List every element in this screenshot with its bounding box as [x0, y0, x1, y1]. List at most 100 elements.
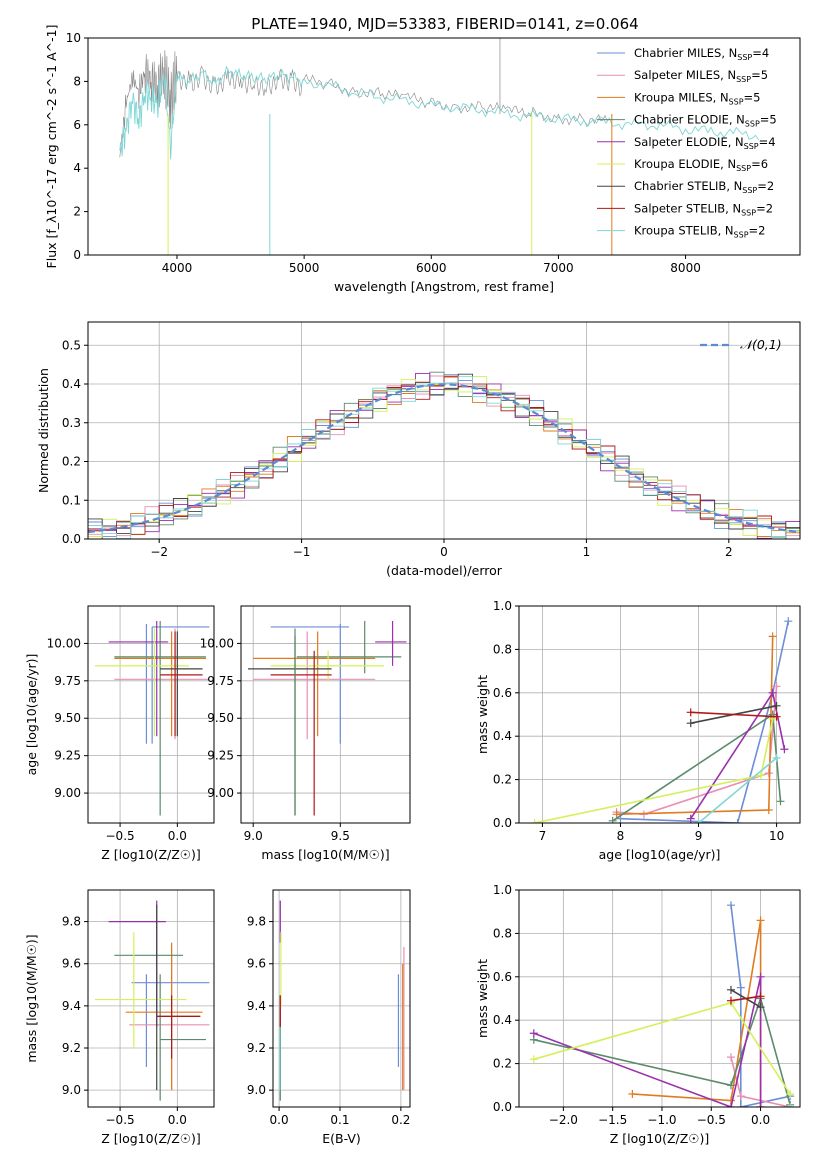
point-marker: [772, 682, 781, 691]
point-marker: [786, 1103, 795, 1107]
y-tick-label: 0.5: [62, 338, 81, 352]
x-axis-label: Z [log10(Z/Z☉)]: [101, 847, 201, 862]
y-tick-label: 9.50: [207, 711, 234, 725]
axes-frame: [240, 605, 411, 824]
y-tick-label: 0.1: [62, 493, 81, 507]
x-axis-label: mass [log10(M/M☉)]: [261, 847, 389, 862]
y-tick-label: 9.25: [207, 749, 234, 763]
y-tick-label: 9.25: [54, 749, 81, 763]
point-marker: [726, 996, 735, 1005]
y-axis-label: Normed distribution: [36, 368, 51, 493]
y-tick-label: 9.4: [247, 999, 266, 1013]
x-tick-label: −0.5: [106, 829, 135, 843]
y-tick-label: 10.00: [200, 636, 234, 650]
point-marker: [756, 916, 765, 925]
x-axis-label: age [log10(age/yr)]: [599, 847, 721, 862]
y-tick-label: 2: [73, 205, 81, 219]
plot-area: [529, 901, 795, 1107]
y-tick-label: 0.4: [493, 729, 512, 743]
axes-frame: [87, 889, 215, 1108]
y-tick-label: 9.75: [207, 674, 234, 688]
x-tick-label: −1.0: [647, 1113, 676, 1127]
legend-label: Chabrier MILES, NSSP=4: [634, 46, 769, 62]
y-axis-label: age [log10(age/yr)]: [24, 654, 39, 776]
legend-label: Kroupa ELODIE, NSSP=6: [634, 157, 768, 173]
point-marker: [772, 712, 781, 721]
axes-frame: [87, 37, 801, 256]
series-Kroupa-MILES: [616, 636, 774, 816]
point-marker: [530, 819, 539, 823]
plot-area: [247, 620, 407, 816]
y-axis-label: mass weight: [475, 675, 490, 754]
x-tick-label: 2: [725, 545, 733, 559]
plot-area: [530, 617, 793, 823]
series-Salpeter-ELODIE: [533, 976, 762, 1107]
x-tick-label: 9.5: [331, 829, 350, 843]
point-marker: [686, 708, 695, 717]
y-tick-label: 0.0: [493, 1100, 512, 1114]
histogram-6: [88, 373, 800, 535]
x-tick-label: 9: [695, 829, 703, 843]
x-tick-label: 0.0: [270, 1113, 289, 1127]
series-Salpeter-STELIB: [730, 995, 761, 1002]
series-Chabrier-ELODIE: [612, 713, 782, 822]
y-tick-label: 0.2: [493, 1057, 512, 1071]
y-tick-label: 9.4: [62, 999, 81, 1013]
histogram-8: [88, 376, 800, 539]
y-axis-label: mass [log10(M/M☉)]: [24, 934, 39, 1062]
point-marker: [756, 1003, 765, 1012]
point-marker: [686, 719, 695, 728]
point-marker: [756, 1103, 765, 1107]
legend-label: Salpeter ELODIE, NSSP=4: [634, 135, 776, 151]
y-tick-label: 9.2: [62, 1041, 81, 1055]
x-tick-label: −2.0: [549, 1113, 578, 1127]
point-marker: [764, 805, 773, 814]
point-marker: [786, 1089, 795, 1098]
legend-label: Chabrier ELODIE, NSSP=5: [634, 113, 777, 129]
y-tick-label: 0.6: [493, 970, 512, 984]
y-tick-label: 9.00: [207, 786, 234, 800]
legend-label: Salpeter STELIB, NSSP=2: [634, 201, 773, 217]
y-tick-label: 9.50: [54, 711, 81, 725]
series-Kroupa-STELIB: [697, 757, 778, 823]
point-marker: [736, 983, 745, 992]
y-tick-label: 9.0: [62, 1083, 81, 1097]
axes-frame: [518, 889, 801, 1108]
y-tick-label: 0: [73, 248, 81, 262]
legend-label: Kroupa MILES, NSSP=5: [634, 90, 760, 106]
point-marker: [726, 1053, 735, 1062]
point-marker: [726, 901, 735, 910]
x-tick-label: 0.0: [751, 1113, 770, 1127]
point-marker: [529, 1055, 538, 1064]
point-marker: [694, 819, 703, 823]
x-tick-label: 0.0: [168, 829, 187, 843]
x-axis-label: wavelength [Angstrom, rest frame]: [334, 279, 554, 294]
x-tick-label: 1: [583, 545, 591, 559]
point-marker: [756, 992, 765, 1001]
y-tick-label: 0.0: [62, 532, 81, 546]
point-marker: [768, 688, 777, 697]
x-axis-label: (data-model)/error: [386, 563, 503, 578]
point-marker: [772, 701, 781, 710]
point-marker: [529, 1029, 538, 1038]
point-marker: [768, 632, 777, 641]
x-tick-label: 6000: [416, 261, 447, 275]
x-tick-label: 5000: [289, 261, 320, 275]
plot-area: [119, 38, 760, 255]
plot-area: [94, 620, 210, 816]
point-marker: [726, 985, 735, 994]
panel-residuals: −2 −1 0 1 2 0.0 0.1 0.2 0.3 0.4 0.5 (data-model)/er…: [36, 321, 801, 578]
legend-label: 𝒩(0,1): [740, 337, 782, 352]
x-tick-label: 9.0: [244, 829, 263, 843]
legend-label: Chabrier STELIB, NSSP=2: [634, 179, 774, 195]
panel-spectrum: 4000 5000 6000 7000 8000 0 2 4 6 8 10 wavelength [A…: [44, 25, 801, 294]
plot-area: [88, 371, 800, 539]
point-marker: [756, 972, 765, 981]
x-tick-label: 4000: [162, 261, 193, 275]
y-tick-label: 10.00: [47, 636, 81, 650]
y-tick-label: 10: [66, 31, 81, 45]
panel-mass_vs_Z: −0.5 0.0 9.0 9.2 9.4 9.6 9.8 Z [log10(Z/Z☉)] mas…: [24, 889, 215, 1146]
y-tick-label: 4: [73, 161, 81, 175]
panel-age_vs_mass: 9.0 9.5 9.00 9.25 9.50 9.75 10.00 mass [log10(M…: [200, 605, 411, 862]
